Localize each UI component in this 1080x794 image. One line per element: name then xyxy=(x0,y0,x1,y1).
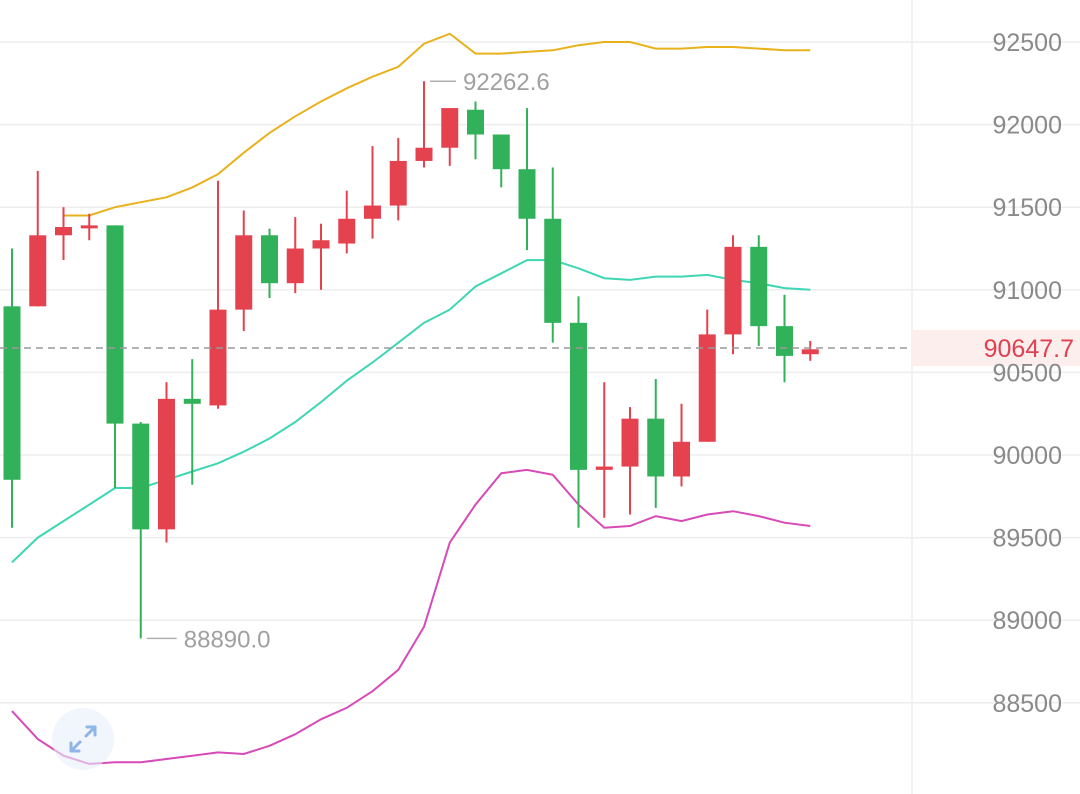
y-tick-label: 88500 xyxy=(992,690,1062,718)
candles xyxy=(3,81,819,639)
expand-chart-button[interactable] xyxy=(52,708,114,770)
candle xyxy=(647,379,665,508)
candle-body xyxy=(467,109,484,135)
candle xyxy=(29,170,47,307)
candle-body xyxy=(55,227,72,236)
candle xyxy=(80,213,98,241)
candle xyxy=(132,421,150,639)
candle xyxy=(544,167,562,343)
candle xyxy=(750,235,768,346)
candle-body xyxy=(724,246,742,335)
candle xyxy=(776,294,793,383)
y-tick-label: 91500 xyxy=(992,194,1062,222)
candle-body xyxy=(698,334,716,442)
expand-diagonal-icon xyxy=(69,725,97,753)
candle-body xyxy=(621,418,639,467)
candle-body xyxy=(158,398,175,530)
candle xyxy=(724,235,742,355)
y-tick-label: 89500 xyxy=(992,525,1062,553)
candle xyxy=(364,146,381,239)
candle-body xyxy=(80,225,98,229)
candle xyxy=(467,101,484,160)
candle-body xyxy=(776,326,793,356)
extreme-markers: 92262.6 88890.0 xyxy=(146,69,550,653)
candle xyxy=(183,359,201,485)
candle xyxy=(261,228,278,299)
candle-body xyxy=(389,160,407,206)
y-tick-label: 90000 xyxy=(992,442,1062,470)
middle-band-line xyxy=(11,259,811,564)
candle xyxy=(338,190,356,254)
candle xyxy=(621,407,639,515)
candle-body xyxy=(441,108,459,148)
candle-body xyxy=(132,423,150,530)
candle-body xyxy=(750,246,768,327)
candle xyxy=(415,81,433,168)
bollinger-bands xyxy=(11,32,811,765)
last-price-label-bg xyxy=(912,329,1080,366)
y-tick-label: 92000 xyxy=(992,112,1062,140)
lower-band-line xyxy=(11,468,811,765)
candle xyxy=(441,108,459,166)
candle-body xyxy=(29,235,47,307)
max-price-label: 92262.6 xyxy=(463,69,550,96)
grid xyxy=(0,41,1080,704)
candle xyxy=(698,309,716,442)
candle xyxy=(106,225,124,489)
last-price-marker xyxy=(0,329,1080,366)
candle-body xyxy=(518,169,536,219)
candle xyxy=(518,108,536,251)
candle-body xyxy=(570,322,587,470)
candle xyxy=(673,403,690,487)
candle-body xyxy=(595,466,613,470)
candle-body xyxy=(647,418,665,477)
candle-body xyxy=(183,398,201,404)
candle xyxy=(312,223,330,290)
upper-band-line xyxy=(63,32,811,217)
candle-body xyxy=(235,235,253,310)
candle xyxy=(3,248,21,528)
candle-body xyxy=(544,218,562,323)
candle-body xyxy=(286,248,304,284)
candle-body xyxy=(492,134,510,170)
candle-body xyxy=(261,235,278,284)
candle-body xyxy=(364,205,381,219)
y-tick-label: 91000 xyxy=(992,277,1062,305)
candle xyxy=(801,341,819,361)
candle-body xyxy=(106,225,124,424)
candle-body xyxy=(673,441,690,477)
y-tick-label: 92500 xyxy=(992,29,1062,57)
min-price-label: 88890.0 xyxy=(184,626,271,653)
candle-body xyxy=(209,309,227,406)
candle xyxy=(492,134,510,188)
candle-body xyxy=(415,147,433,161)
candle xyxy=(158,382,175,543)
y-tick-label: 89000 xyxy=(992,607,1062,635)
last-price-label: 90647.7 xyxy=(984,335,1074,363)
candle xyxy=(389,137,407,221)
candle-body xyxy=(338,218,356,244)
y-axis-ticks: 92500 92000 91500 91000 90500 90000 89500 89000… xyxy=(992,29,1062,718)
candle xyxy=(286,217,304,294)
candle-body xyxy=(801,349,819,355)
candle-body xyxy=(3,306,21,480)
candle xyxy=(570,296,587,528)
candle-body xyxy=(312,240,330,249)
candle xyxy=(595,382,613,518)
y-tick-label: 90500 xyxy=(992,359,1062,387)
candle xyxy=(235,210,253,332)
candle xyxy=(209,180,227,409)
candle xyxy=(55,207,72,261)
